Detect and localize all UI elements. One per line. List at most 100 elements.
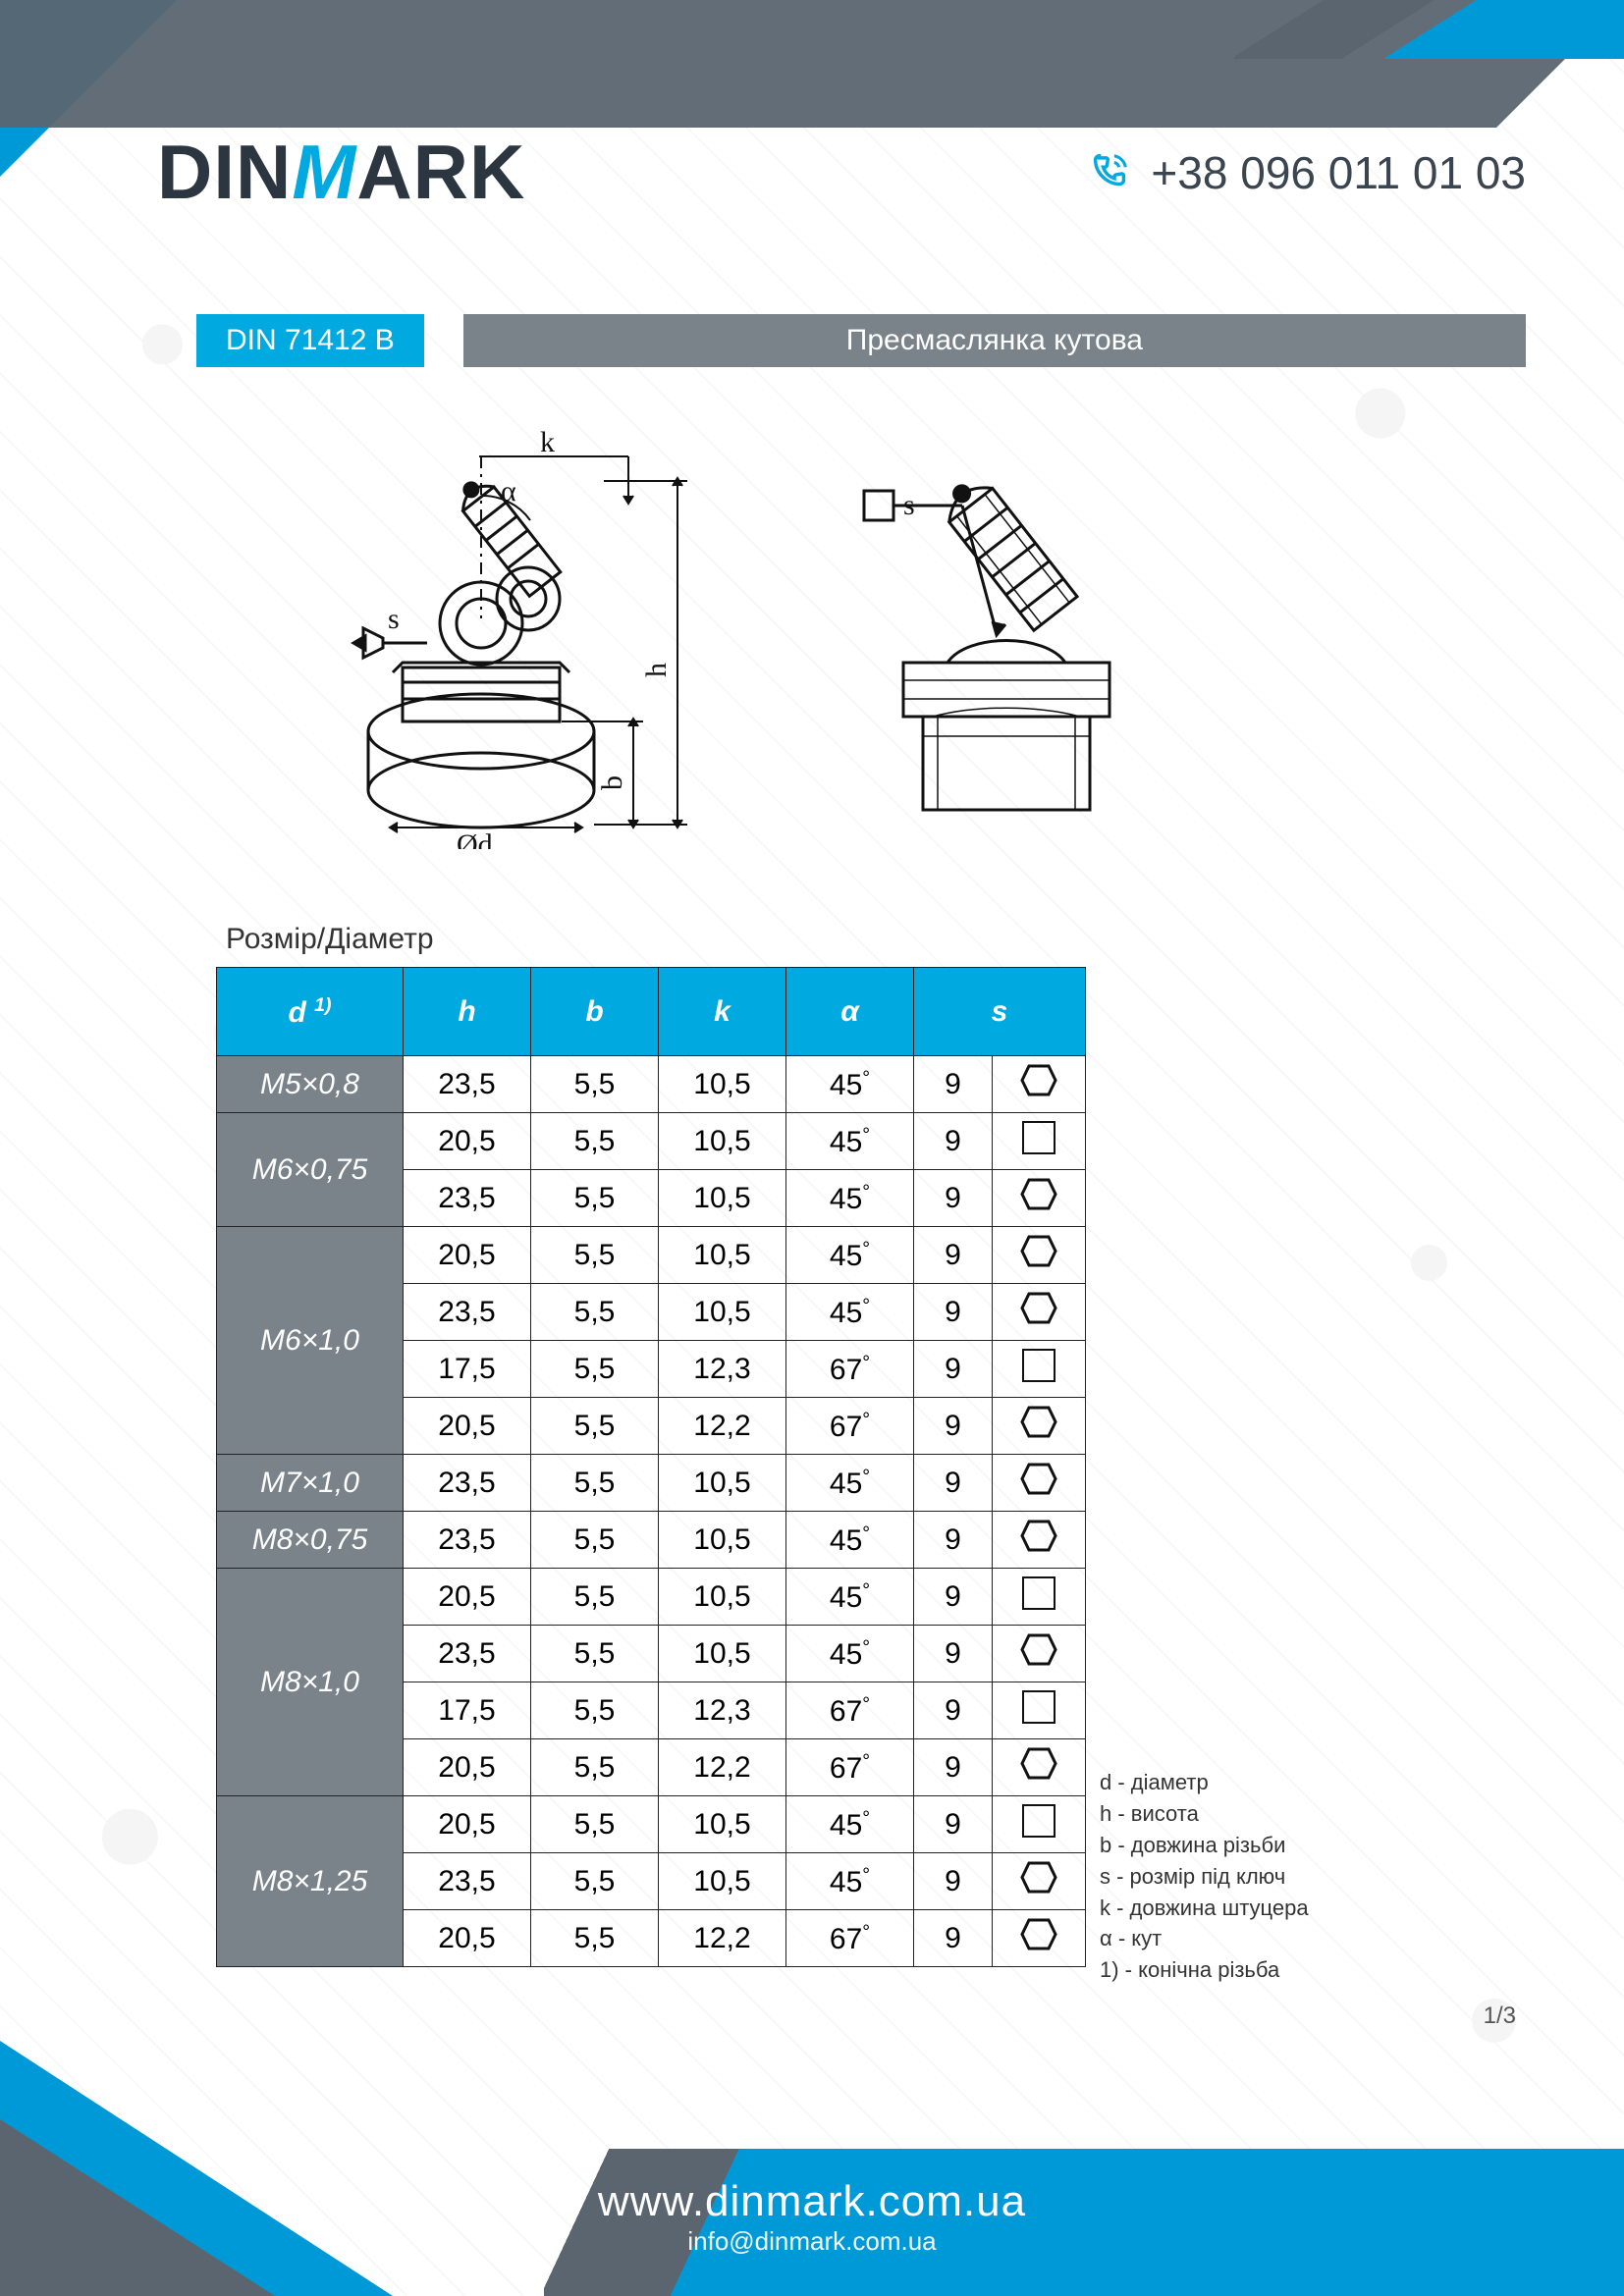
cell-s-shape: [993, 1796, 1086, 1853]
table-row: M6×1,020,55,510,5459: [217, 1227, 1086, 1284]
legend-line: h - висота: [1100, 1798, 1309, 1830]
cell-s-value: 9: [914, 1512, 993, 1569]
hex-icon: [1020, 1747, 1057, 1780]
brand-logo: DINMARK: [157, 128, 525, 217]
cell-s-shape: [993, 1398, 1086, 1455]
cell-s-value: 9: [914, 1284, 993, 1341]
cell-b: 5,5: [531, 1739, 659, 1796]
cell-s-value: 9: [914, 1056, 993, 1113]
brand-accent: M: [292, 129, 356, 215]
brand-post: ARK: [356, 129, 525, 215]
cell-h: 20,5: [404, 1569, 531, 1626]
cell-k: 10,5: [659, 1113, 786, 1170]
cell-k: 10,5: [659, 1170, 786, 1227]
cell-k: 10,5: [659, 1512, 786, 1569]
cell-s-value: 9: [914, 1569, 993, 1626]
page-number: 1/3: [1484, 2002, 1516, 2030]
cell-d: M6×0,75: [217, 1113, 404, 1227]
diagram-right: s: [835, 442, 1208, 834]
table-caption: Розмір/Діаметр: [226, 923, 434, 956]
legend-line: d - діаметр: [1100, 1767, 1309, 1798]
cell-s-shape: [993, 1056, 1086, 1113]
cell-s-value: 9: [914, 1455, 993, 1512]
cell-k: 10,5: [659, 1796, 786, 1853]
th-k: k: [659, 968, 786, 1056]
cell-a: 45: [786, 1512, 914, 1569]
cell-h: 20,5: [404, 1796, 531, 1853]
cell-a: 45: [786, 1113, 914, 1170]
th-b: b: [531, 968, 659, 1056]
table-row: M7×1,023,55,510,5459: [217, 1455, 1086, 1512]
cell-h: 20,5: [404, 1227, 531, 1284]
cell-k: 10,5: [659, 1626, 786, 1682]
cell-s-value: 9: [914, 1682, 993, 1739]
cell-k: 10,5: [659, 1284, 786, 1341]
cell-h: 23,5: [404, 1853, 531, 1910]
cell-b: 5,5: [531, 1398, 659, 1455]
cell-h: 20,5: [404, 1113, 531, 1170]
legend: d - діаметрh - висотаb - довжина різьбиs…: [1100, 1767, 1309, 1986]
cell-d: M8×1,0: [217, 1569, 404, 1796]
phone-block: +38 096 011 01 03: [1088, 146, 1526, 199]
cell-s-value: 9: [914, 1739, 993, 1796]
cell-k: 10,5: [659, 1227, 786, 1284]
square-icon: [1022, 1804, 1056, 1838]
cell-a: 67: [786, 1682, 914, 1739]
cell-h: 17,5: [404, 1682, 531, 1739]
cell-a: 67: [786, 1739, 914, 1796]
legend-line: b - довжина різьби: [1100, 1830, 1309, 1861]
cell-b: 5,5: [531, 1853, 659, 1910]
cell-b: 5,5: [531, 1227, 659, 1284]
cell-s-shape: [993, 1569, 1086, 1626]
square-icon: [1022, 1121, 1056, 1154]
cell-k: 10,5: [659, 1569, 786, 1626]
cell-s-shape: [993, 1341, 1086, 1398]
th-a: α: [786, 968, 914, 1056]
cell-d: M7×1,0: [217, 1455, 404, 1512]
cell-b: 5,5: [531, 1512, 659, 1569]
cell-s-value: 9: [914, 1398, 993, 1455]
cell-b: 5,5: [531, 1113, 659, 1170]
cell-a: 45: [786, 1284, 914, 1341]
cell-a: 45: [786, 1796, 914, 1853]
cell-s-value: 9: [914, 1853, 993, 1910]
diagram-label-d: Ød: [457, 828, 493, 849]
cell-s-shape: [993, 1682, 1086, 1739]
cell-b: 5,5: [531, 1455, 659, 1512]
hex-icon: [1020, 1463, 1057, 1495]
square-icon: [1022, 1690, 1056, 1724]
cell-a: 45: [786, 1853, 914, 1910]
cell-b: 5,5: [531, 1341, 659, 1398]
cell-a: 45: [786, 1626, 914, 1682]
cell-s-value: 9: [914, 1796, 993, 1853]
cell-s-value: 9: [914, 1910, 993, 1967]
cell-a: 67: [786, 1910, 914, 1967]
cell-k: 12,2: [659, 1739, 786, 1796]
cell-b: 5,5: [531, 1796, 659, 1853]
cell-d: M8×1,25: [217, 1796, 404, 1967]
diagram-label-h: h: [640, 663, 673, 677]
footer: www.dinmark.com.ua info@dinmark.com.ua: [0, 2177, 1624, 2257]
diagram-label-a: α: [501, 475, 516, 507]
hex-icon: [1020, 1064, 1057, 1096]
cell-h: 17,5: [404, 1341, 531, 1398]
table-header-row: d 1) h b k α s: [217, 968, 1086, 1056]
cell-s-value: 9: [914, 1170, 993, 1227]
cell-b: 5,5: [531, 1284, 659, 1341]
cell-h: 23,5: [404, 1512, 531, 1569]
diagram-label-b: b: [596, 775, 628, 790]
cell-s-shape: [993, 1910, 1086, 1967]
th-h: h: [404, 968, 531, 1056]
cell-s-value: 9: [914, 1227, 993, 1284]
cell-a: 45: [786, 1227, 914, 1284]
table-row: M6×0,7520,55,510,5459: [217, 1113, 1086, 1170]
cell-b: 5,5: [531, 1910, 659, 1967]
table-row: M8×0,7523,55,510,5459: [217, 1512, 1086, 1569]
cell-b: 5,5: [531, 1569, 659, 1626]
legend-line: k - довжина штуцера: [1100, 1893, 1309, 1924]
diagram-label-k: k: [540, 427, 555, 458]
cell-b: 5,5: [531, 1626, 659, 1682]
cell-s-shape: [993, 1284, 1086, 1341]
diagram-label-s2: s: [903, 489, 915, 521]
cell-a: 45: [786, 1170, 914, 1227]
